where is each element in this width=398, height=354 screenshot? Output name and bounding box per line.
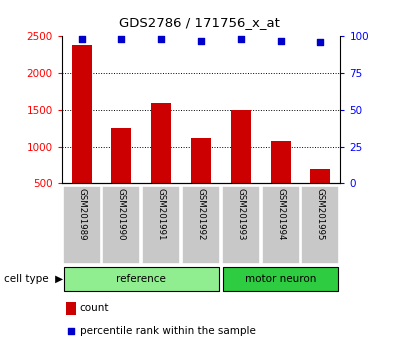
Bar [62,186,101,264]
Bar [261,186,300,264]
Point [118,36,125,42]
Bar [301,186,339,264]
Point [198,38,204,44]
Bar [231,110,251,183]
Point [238,36,244,42]
Text: motor neuron: motor neuron [245,274,316,284]
Text: GSM201995: GSM201995 [316,188,325,240]
Bar [222,186,260,264]
Point [78,36,85,42]
Bar [191,138,211,183]
Bar [111,127,131,183]
Bar [151,103,171,183]
Bar [142,186,180,264]
Bar [310,170,330,183]
Bar [64,267,219,291]
Text: count: count [80,303,109,313]
Text: GSM201989: GSM201989 [77,188,86,240]
Text: GSM201992: GSM201992 [197,188,205,240]
Point [317,40,324,45]
Text: percentile rank within the sample: percentile rank within the sample [80,326,256,336]
Bar [72,45,92,183]
Point [158,36,164,42]
Bar [182,186,220,264]
Point [277,38,284,44]
Text: GSM201991: GSM201991 [157,188,166,240]
Bar [223,267,338,291]
Bar [66,302,76,315]
Text: GSM201994: GSM201994 [276,188,285,240]
Text: GSM201990: GSM201990 [117,188,126,240]
Text: reference: reference [116,274,166,284]
Text: GDS2786 / 171756_x_at: GDS2786 / 171756_x_at [119,16,279,29]
Bar [102,186,140,264]
Bar [271,141,291,183]
Point [68,329,74,334]
Text: cell type  ▶: cell type ▶ [4,274,63,284]
Text: GSM201993: GSM201993 [236,188,245,240]
